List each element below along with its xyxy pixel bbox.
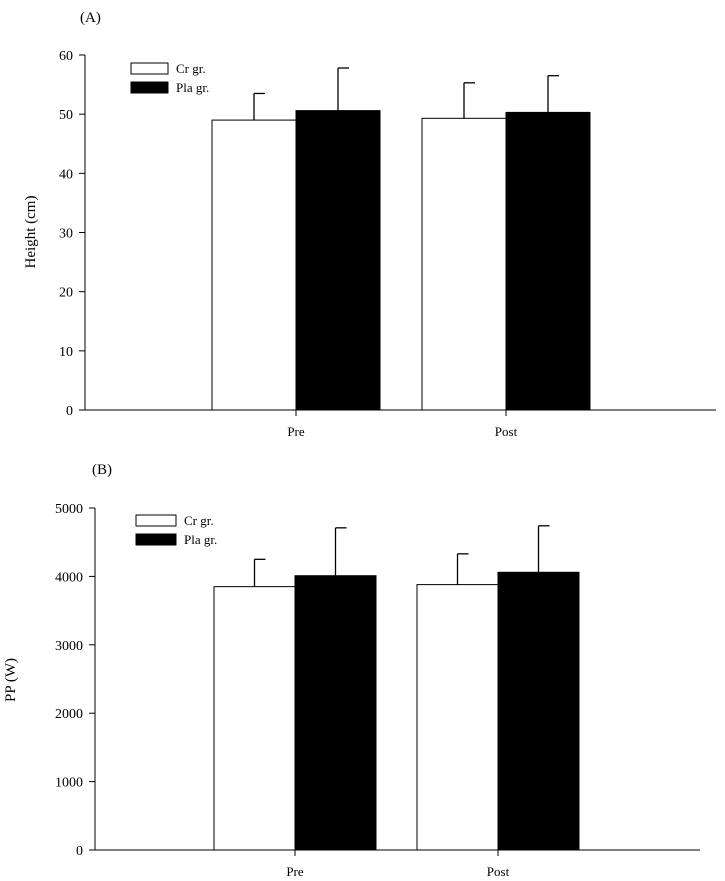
legend-swatch-pla [130,81,169,94]
bar-pla-pre [294,575,377,851]
category-labels: Pre Post [287,410,518,439]
y-tick-label: 40 [59,167,73,182]
legend-label-cr: Cr gr. [176,61,206,76]
x-tick-label: Pre [286,864,304,879]
y-tick-label: 20 [59,286,73,301]
legend-label-pla: Pla gr. [184,532,217,547]
panel-a: (A) Height (cm) 0 10 20 30 40 50 60 Pre Post Cr… [23,10,716,439]
panel-label: (A) [80,10,101,26]
bar-pla-pre [295,110,381,411]
legend-swatch-cr [135,514,177,527]
bars [213,525,580,851]
legend-label-pla: Pla gr. [176,80,209,95]
category-labels: Pre Post [286,850,510,879]
x-tick-label: Pre [287,424,305,439]
y-tick-label: 0 [76,844,83,859]
bar-cr-post [416,584,499,851]
y-tick-label: 3000 [55,639,83,654]
y-tick-label: 5000 [55,502,83,517]
legend-swatch-pla [135,533,177,546]
y-ticks: 0 10 20 30 40 50 60 [59,49,85,419]
y-tick-label: 1000 [55,776,83,791]
bar-cr-pre [211,119,297,411]
bars [211,67,591,411]
x-tick-label: Post [495,424,518,439]
bar-cr-post [421,117,507,411]
bar-pla-post [505,111,591,411]
y-tick-label: 4000 [55,570,83,585]
panel-label: (B) [92,462,112,478]
y-tick-label: 60 [59,49,73,64]
legend: Cr gr. Pla gr. [130,61,209,95]
bar-cr-pre [213,586,296,851]
panel-b: (B) PP (W) 0 1000 2000 3000 4000 5000 Pre Post… [3,462,700,879]
y-tick-label: 2000 [55,707,83,722]
y-tick-label: 30 [59,227,73,242]
x-tick-label: Post [487,864,510,879]
y-tick-label: 10 [59,345,73,360]
y-tick-label: 50 [59,108,73,123]
legend: Cr gr. Pla gr. [135,513,217,547]
legend-label-cr: Cr gr. [184,513,214,528]
bar-pla-post [497,571,580,851]
y-axis-title: PP (W) [3,658,19,702]
y-axis-title: Height (cm) [23,196,39,269]
y-tick-label: 0 [66,404,73,419]
y-ticks: 0 1000 2000 3000 4000 5000 [55,502,95,859]
legend-swatch-cr [130,62,169,75]
